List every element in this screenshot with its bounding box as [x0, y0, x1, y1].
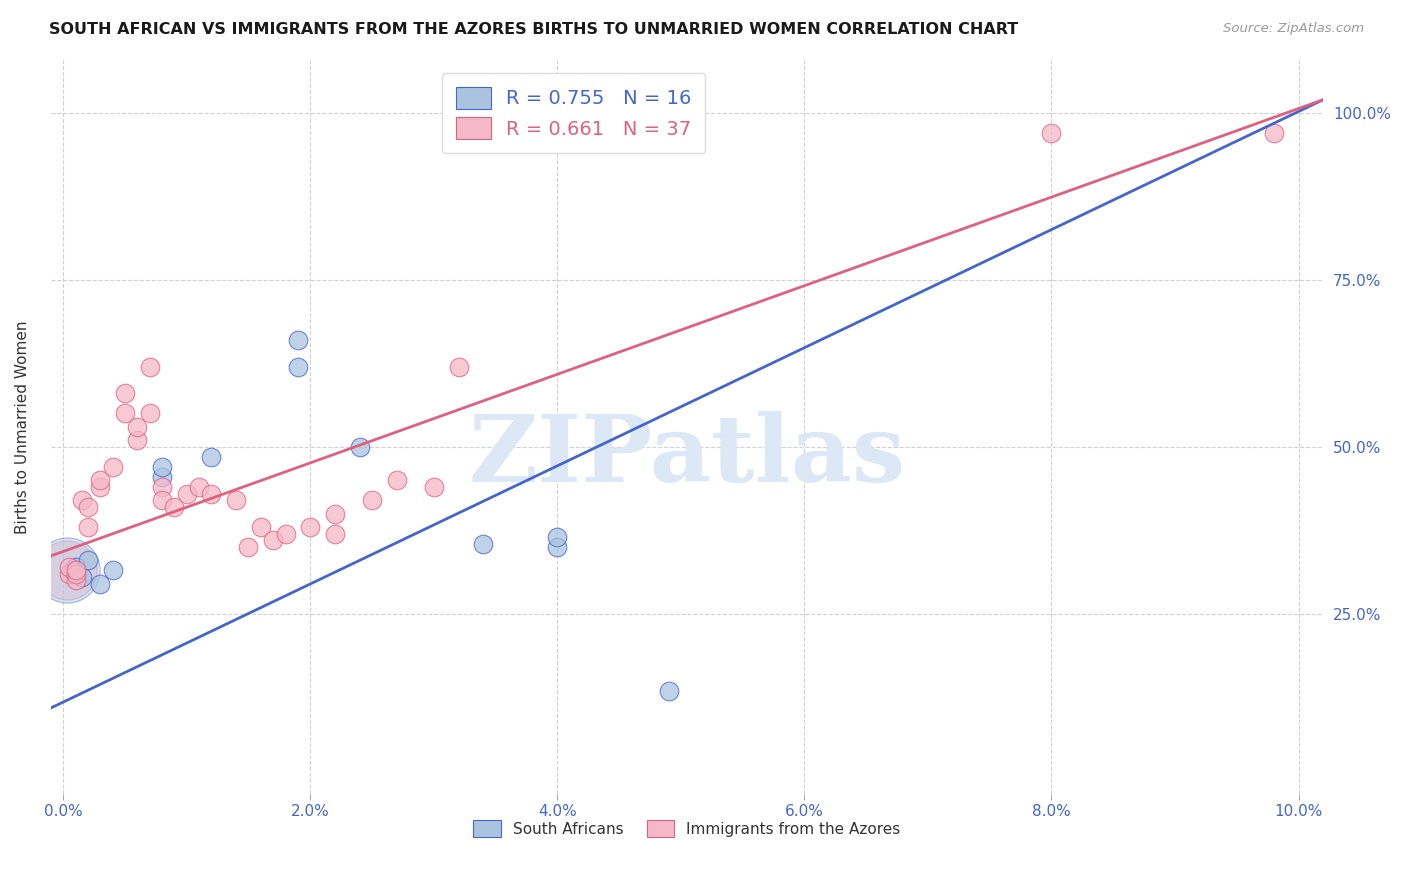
Point: [262, 533, 284, 548]
Point: [150, 459, 173, 474]
Point: [127, 419, 149, 434]
Point: [150, 480, 173, 494]
Point: [56, 563, 79, 577]
Point: [89, 576, 111, 591]
Point: [89, 480, 111, 494]
Point: [349, 440, 371, 454]
Text: Source: ZipAtlas.com: Source: ZipAtlas.com: [1223, 22, 1364, 36]
Point: [472, 536, 495, 550]
Point: [657, 683, 679, 698]
Point: [65, 574, 87, 588]
Point: [323, 507, 346, 521]
Point: [163, 500, 186, 514]
Point: [423, 480, 446, 494]
Point: [299, 520, 322, 534]
Point: [238, 540, 260, 554]
Point: [188, 480, 211, 494]
Point: [150, 470, 173, 484]
Point: [58, 560, 80, 574]
Point: [127, 433, 149, 447]
Point: [1263, 126, 1285, 140]
Point: [101, 563, 124, 577]
Point: [114, 386, 136, 401]
Point: [287, 359, 309, 374]
Point: [361, 493, 384, 508]
Point: [138, 407, 160, 421]
Text: ZIPatlas: ZIPatlas: [468, 411, 905, 501]
Y-axis label: Births to Unmarried Women: Births to Unmarried Women: [15, 320, 30, 533]
Point: [77, 520, 100, 534]
Text: SOUTH AFRICAN VS IMMIGRANTS FROM THE AZORES BIRTHS TO UNMARRIED WOMEN CORRELATIO: SOUTH AFRICAN VS IMMIGRANTS FROM THE AZO…: [49, 22, 1018, 37]
Point: [114, 407, 136, 421]
Point: [62, 563, 84, 577]
Point: [200, 450, 222, 464]
Point: [77, 553, 100, 567]
Legend: South Africans, Immigrants from the Azores: South Africans, Immigrants from the Azor…: [465, 813, 908, 845]
Point: [225, 493, 247, 508]
Point: [65, 566, 87, 581]
Point: [200, 486, 222, 500]
Point: [447, 359, 470, 374]
Point: [274, 526, 297, 541]
Point: [323, 526, 346, 541]
Point: [250, 520, 273, 534]
Point: [287, 333, 309, 347]
Point: [101, 459, 124, 474]
Point: [89, 473, 111, 487]
Point: [65, 560, 87, 574]
Point: [546, 530, 568, 544]
Point: [77, 500, 100, 514]
Point: [56, 563, 79, 577]
Point: [70, 570, 93, 584]
Point: [65, 563, 87, 577]
Point: [546, 540, 568, 554]
Point: [138, 359, 160, 374]
Point: [176, 486, 198, 500]
Point: [70, 493, 93, 508]
Point: [58, 566, 80, 581]
Point: [385, 473, 408, 487]
Point: [1040, 126, 1063, 140]
Point: [150, 493, 173, 508]
